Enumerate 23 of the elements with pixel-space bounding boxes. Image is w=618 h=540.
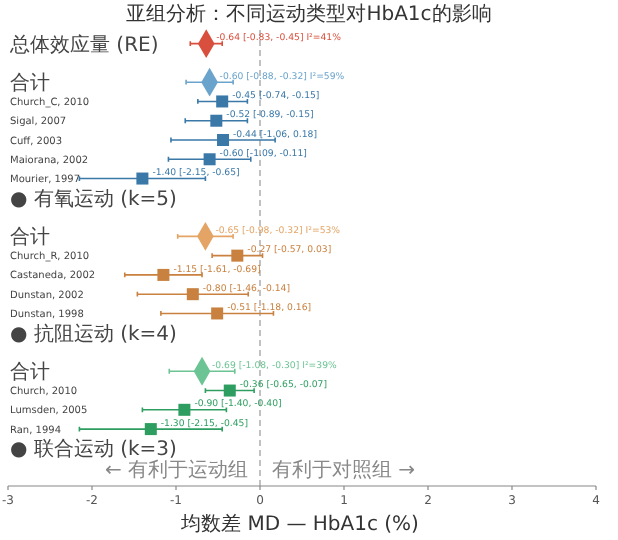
point	[178, 403, 191, 416]
x-axis-title: 均数差 MD — HbA1c (%)	[179, 512, 420, 536]
y-tick-label: 合计	[10, 71, 50, 96]
point	[186, 288, 199, 301]
y-tick-label: 总体效应量 (RE)	[8, 32, 159, 57]
y-tick-label: 合计	[10, 225, 50, 250]
y-tick-label: 合计	[10, 360, 50, 385]
point	[211, 307, 224, 320]
point	[223, 384, 236, 397]
point	[210, 114, 223, 127]
y-tick-label: ● 联合运动 (k=3)	[10, 437, 178, 462]
annotation: ← 有利于运动组	[104, 458, 248, 482]
y-tick-label: ● 有氧运动 (k=5)	[10, 186, 178, 211]
y-tick-label: ● 抗阻运动 (k=4)	[10, 321, 178, 346]
point	[216, 95, 229, 108]
point	[217, 134, 230, 146]
point	[136, 172, 149, 185]
point	[231, 249, 244, 262]
annotation: 有利于对照组 →	[272, 458, 416, 482]
point	[144, 423, 157, 436]
chart-title: 亚组分析：不同运动类型对HbA1c的影响	[126, 2, 492, 26]
point	[157, 268, 170, 281]
point	[203, 153, 216, 166]
